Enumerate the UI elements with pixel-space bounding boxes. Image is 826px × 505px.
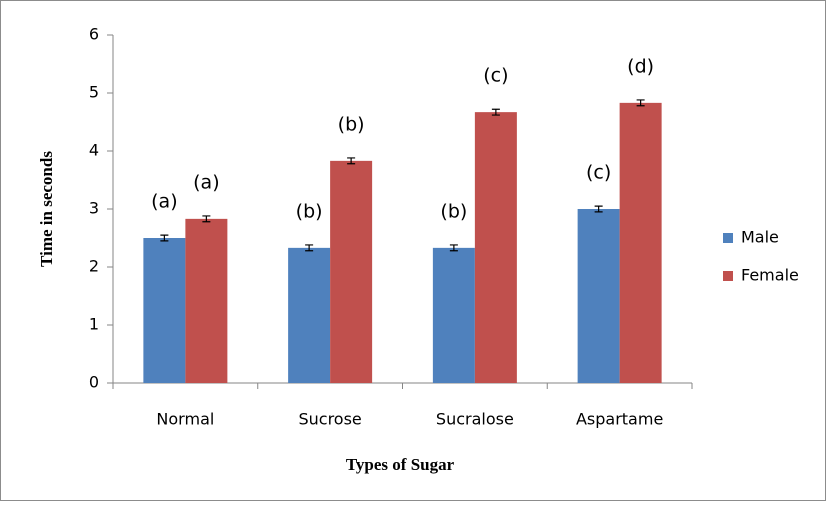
y-tick-label: 3 — [89, 199, 99, 218]
legend-swatch — [723, 233, 733, 243]
annotation: (c) — [586, 162, 611, 184]
y-tick-label: 5 — [89, 83, 99, 102]
bar — [330, 160, 373, 383]
annotation: (d) — [627, 55, 654, 77]
bar — [577, 209, 620, 383]
x-tick-label: Normal — [156, 410, 214, 429]
y-tick-label: 1 — [89, 315, 99, 334]
annotation: (a) — [193, 171, 219, 193]
bar — [185, 218, 228, 383]
y-tick-label: 4 — [89, 141, 99, 160]
error-bar — [305, 244, 314, 252]
legend-swatch — [723, 271, 733, 281]
legend-label: Female — [741, 266, 799, 285]
legend-label: Male — [741, 228, 779, 247]
error-bar — [449, 244, 458, 252]
y-tick-label: 6 — [89, 25, 99, 44]
x-tick-label: Aspartame — [576, 410, 663, 429]
error-bar — [202, 215, 211, 223]
x-axis-title: Types of Sugar — [346, 455, 455, 474]
error-bar — [491, 108, 500, 116]
bar — [432, 247, 475, 383]
annotation: (c) — [483, 65, 508, 87]
error-bar — [636, 99, 645, 107]
error-bar — [160, 234, 169, 242]
annotation: (b) — [338, 113, 365, 135]
x-tick-label: Sucrose — [298, 410, 361, 429]
y-tick-label: 2 — [89, 257, 99, 276]
error-bar — [594, 205, 603, 213]
bar — [619, 102, 662, 384]
y-tick-label: 0 — [89, 373, 99, 392]
error-bar — [347, 157, 356, 165]
bar — [143, 238, 186, 383]
bar — [474, 112, 517, 383]
x-tick-label: Sucralose — [436, 410, 514, 429]
y-axis-title: Time in seconds — [37, 151, 56, 267]
annotation: (b) — [296, 200, 323, 222]
bar — [288, 247, 331, 383]
annotation: (b) — [440, 200, 467, 222]
annotation: (a) — [151, 191, 177, 213]
